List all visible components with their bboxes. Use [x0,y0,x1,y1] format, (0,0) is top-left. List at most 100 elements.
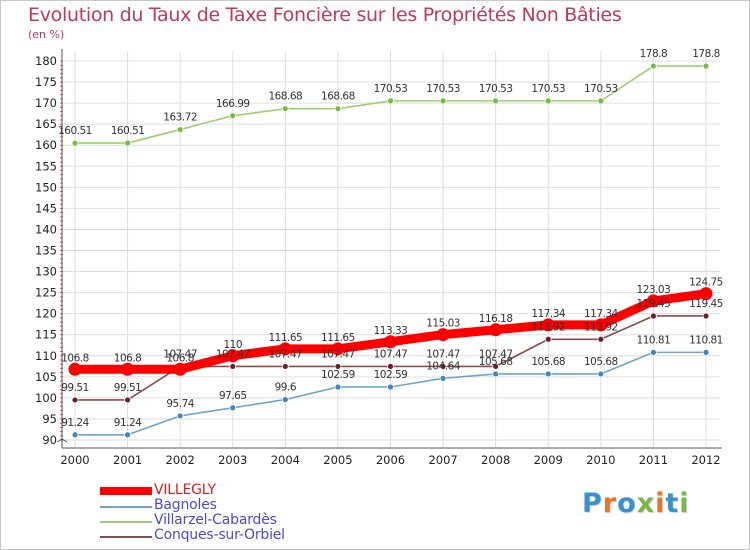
data-point-bagnoles [229,404,237,412]
data-point-villegly [594,318,608,332]
x-tick-label: 2005 [323,453,352,467]
data-label-conques-sur-orbiel: 107.47 [216,348,250,360]
data-label-villegly: 124.75 [689,277,723,289]
logo-letter: i [679,488,690,519]
legend-item-villegly[interactable]: VILLEGLY [100,482,360,499]
legend-item-bagnoles[interactable]: Bagnoles [100,497,360,514]
data-label-villarzel-cabardes: 163.72 [163,112,197,124]
data-label-villarzel-cabardes: 160.51 [58,125,92,137]
data-label-conques-sur-orbiel: 119.45 [689,298,723,310]
data-label-bagnoles: 102.59 [321,369,355,381]
data-label-villarzel-cabardes: 170.53 [531,83,565,95]
legend-item-conques-sur-orbiel[interactable]: Conques-sur-Orbiel [100,527,360,544]
data-point-villarzel-cabardes [702,62,710,70]
legend: VILLEGLY Bagnoles Villarzel-Cabardès Con… [100,482,360,544]
data-point-villegly [541,318,555,332]
data-point-villarzel-cabardes [334,105,342,113]
x-tick-label: 2008 [481,453,510,467]
data-label-bagnoles: 105.68 [479,356,513,368]
y-tick-label: 155 [35,159,57,173]
logo-letter: o [617,488,637,519]
data-label-bagnoles: 99.6 [275,382,297,394]
legend-label-conques-sur-orbiel: Conques-sur-Orbiel [154,527,285,543]
logo-letter: i [655,488,666,519]
data-point-bagnoles [492,370,500,378]
y-tick-label: 150 [35,180,57,194]
data-label-villegly: 111.65 [268,332,302,344]
data-point-bagnoles [702,348,710,356]
data-point-villarzel-cabardes [439,97,447,105]
data-point-villarzel-cabardes [281,105,289,113]
data-label-villegly: 113.33 [374,325,408,337]
x-tick-label: 2012 [691,453,720,467]
data-label-bagnoles: 110.81 [637,334,671,346]
x-tick-label: 2009 [534,453,563,467]
legend-label-bagnoles: Bagnoles [154,497,217,513]
data-label-conques-sur-orbiel: 107.47 [479,348,513,360]
y-tick-label: 105 [35,370,57,384]
data-label-villegly: 123.03 [637,284,671,296]
data-label-bagnoles: 105.68 [531,356,565,368]
data-point-villarzel-cabardes [124,139,131,147]
data-point-conques-sur-orbiel [650,312,657,320]
y-tick-label: 95 [42,412,57,426]
legend-swatch-conques-sur-orbiel [100,536,152,538]
chart-title: Evolution du Taux de Taxe Foncière sur l… [28,4,622,26]
y-tick-label: 120 [35,307,57,321]
data-point-villegly [121,362,135,376]
data-label-conques-sur-orbiel: 119.45 [637,298,671,310]
data-label-bagnoles: 102.59 [374,369,408,381]
logo-letter: x [636,488,656,519]
data-label-villarzel-cabardes: 168.68 [321,91,355,103]
data-label-villarzel-cabardes: 170.53 [374,83,408,95]
data-point-villegly [384,335,397,349]
data-label-villarzel-cabardes: 166.99 [216,98,250,110]
y-tick-label: 90 [42,433,57,447]
x-tick-label: 2004 [271,453,300,467]
data-point-bagnoles [650,348,657,356]
y-tick-label: 165 [35,117,57,131]
proxiti-logo[interactable]: Proxiti [582,488,690,519]
y-tick-label: 145 [35,201,57,215]
data-point-bagnoles [281,396,289,403]
data-point-conques-sur-orbiel [229,363,237,370]
data-label-bagnoles: 105.68 [584,356,618,368]
data-label-bagnoles: 104.64 [426,360,461,372]
data-point-bagnoles [334,383,342,391]
data-point-villegly [173,362,187,376]
logo-letter: t [665,488,680,519]
legend-swatch-villarzel-cabardes [100,521,152,523]
data-label-villegly: 117.34 [584,308,619,320]
legend-item-villarzel-cabardes[interactable]: Villarzel-Cabardès [100,512,360,529]
data-label-villarzel-cabardes: 168.68 [268,91,302,103]
data-label-villarzel-cabardes: 170.53 [479,83,513,95]
y-tick-label: 115 [35,328,57,342]
data-point-conques-sur-orbiel [544,335,552,343]
data-point-conques-sur-orbiel [124,396,131,404]
data-label-conques-sur-orbiel: 107.47 [163,348,197,360]
y-tick-label: 170 [35,96,57,110]
logo-letter: P [582,488,603,519]
data-point-villegly [489,323,503,337]
logo-letter: r [602,488,618,519]
data-point-conques-sur-orbiel [387,363,394,370]
y-tick-label: 110 [35,349,57,363]
y-tick-label: 100 [35,391,57,405]
data-point-conques-sur-orbiel [439,363,447,370]
data-point-bagnoles [176,412,184,420]
data-label-villegly: 115.03 [426,318,460,330]
data-point-bagnoles [597,370,605,378]
data-label-villarzel-cabardes: 170.53 [584,83,618,95]
x-tick-label: 2003 [218,453,247,467]
x-tick-label: 2006 [376,453,405,467]
data-point-villegly [226,349,240,363]
legend-label-villarzel-cabardes: Villarzel-Cabardès [154,512,277,528]
x-tick-label: 2010 [586,453,615,467]
data-point-villarzel-cabardes [71,139,79,147]
legend-swatch-villegly [100,487,152,495]
data-point-villegly [278,342,292,356]
x-tick-label: 2001 [113,453,142,467]
data-label-villegly: 111.65 [321,332,355,344]
